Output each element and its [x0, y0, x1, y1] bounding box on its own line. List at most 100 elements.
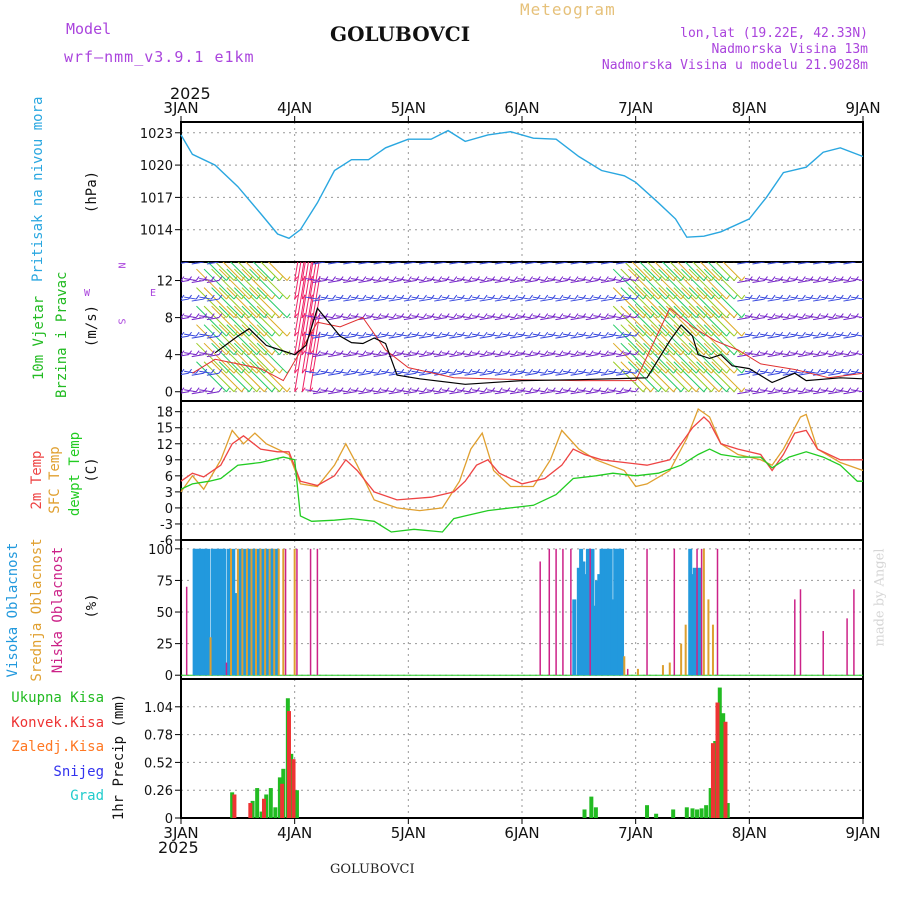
- wind-arrow-head: [195, 350, 200, 355]
- wind-arrow-head: [809, 276, 814, 281]
- wind-arrow-head: [226, 331, 230, 337]
- wind-arrow-head: [233, 350, 238, 355]
- wind-arrow: [184, 370, 197, 374]
- wind-arrow: [381, 389, 394, 393]
- wind-arrow: [608, 315, 621, 319]
- wind-arrow: [381, 370, 394, 374]
- wind-arrow-head: [809, 313, 814, 318]
- wind-arrow: [850, 370, 863, 374]
- wind-arrow: [373, 298, 386, 302]
- conv-precip-bar: [261, 798, 266, 818]
- wind-arrow: [502, 370, 515, 374]
- wind-arrow-head: [430, 331, 435, 337]
- wind-arrow: [411, 333, 424, 337]
- wind-arrow-head: [483, 276, 488, 281]
- wind-arrow: [278, 262, 280, 263]
- wind-arrow-head: [354, 387, 359, 393]
- wind-arrow-head: [316, 387, 321, 393]
- wind-arrow: [688, 262, 689, 263]
- high-cloud-bar: [260, 548, 265, 676]
- wind-arrow: [547, 278, 560, 282]
- wind-arrow-head: [794, 276, 799, 281]
- wind-arrow: [509, 354, 523, 358]
- wind-arrow: [620, 287, 652, 318]
- wind-arrow: [271, 262, 272, 263]
- wind-arrow-head: [339, 368, 344, 374]
- wind-arrow-head: [453, 350, 458, 355]
- wind-arrow: [828, 262, 841, 265]
- wind-arrow-head: [824, 387, 829, 393]
- wind-arrow: [813, 262, 826, 265]
- wind-arrow: [744, 352, 757, 356]
- wind-arrow-head: [460, 276, 465, 281]
- wind-arrow-head: [673, 387, 677, 393]
- wind-arrow: [203, 342, 235, 374]
- wind-arrow: [218, 305, 250, 337]
- wind-arrow: [343, 317, 356, 321]
- wind-arrow-head: [438, 350, 443, 355]
- wind-arrow-head: [733, 294, 738, 300]
- wind-arrow-head: [529, 331, 533, 337]
- wind-arrow: [673, 324, 705, 356]
- wind-arrow: [631, 262, 652, 281]
- wind-arrow: [570, 391, 583, 395]
- wind-arrow: [388, 280, 401, 284]
- wind-arrow-head: [695, 387, 700, 393]
- wind-arrow-head: [711, 276, 715, 281]
- y-tick-label: 0.78: [144, 729, 173, 744]
- wind-arrow-head: [498, 350, 503, 355]
- wind-arrow-head: [445, 331, 450, 337]
- mid-cloud-bar: [702, 548, 705, 676]
- wind-arrow: [449, 298, 462, 302]
- conv-precip-bar: [710, 743, 715, 818]
- x-tick-label-bottom: 7JAN: [618, 824, 653, 842]
- wind-arrow: [218, 268, 250, 300]
- low-cloud-bar: [555, 548, 557, 676]
- wind-arrow-head: [362, 387, 367, 393]
- wind-arrow-head: [263, 276, 268, 281]
- wind-arrow-head: [226, 294, 230, 300]
- wind-arrow-head: [218, 313, 223, 318]
- wind-arrow-head: [423, 350, 427, 355]
- y-tick-label: 1023: [140, 127, 173, 142]
- x-tick-label-top: 7JAN: [618, 99, 653, 117]
- low-cloud-bar: [646, 548, 648, 676]
- wind-arrow-head: [665, 313, 670, 318]
- wind-arrow-head: [491, 387, 496, 393]
- wind-arrow: [744, 315, 757, 319]
- wind-arrow: [256, 262, 257, 263]
- wind-arrow: [547, 315, 560, 319]
- wind-arrow: [775, 333, 788, 337]
- wind-arrow-head: [529, 294, 533, 300]
- wind-arrow-head: [226, 276, 230, 281]
- wind-arrow-head: [491, 331, 496, 337]
- wind-arrow-head: [832, 331, 837, 337]
- total-precip-bar: [277, 777, 282, 818]
- wind-arrow: [418, 317, 432, 321]
- wind-arrow-head: [445, 350, 450, 355]
- wind-arrow: [434, 262, 447, 265]
- wind-arrow-head: [498, 331, 503, 337]
- wind-arrow: [211, 342, 242, 374]
- wind-arrow-head: [271, 368, 276, 374]
- wind-arrow: [828, 391, 841, 395]
- wind-arrow-head: [718, 368, 723, 374]
- wind-arrow: [301, 262, 313, 318]
- wind-arrow-head: [627, 313, 632, 318]
- high-cloud-bar: [608, 548, 613, 676]
- wind-arrow: [775, 278, 788, 282]
- wind-arrow: [628, 361, 659, 393]
- wind-arrow-head: [764, 387, 768, 393]
- wind-speed-line: [214, 307, 864, 385]
- wind-arrow-head: [779, 331, 784, 337]
- high-cloud-bar: [192, 548, 197, 676]
- wind-arrow: [665, 342, 697, 374]
- wind-arrow: [562, 278, 576, 282]
- wind-arrow: [673, 287, 705, 318]
- wind-arrow-head: [286, 313, 291, 318]
- wind-arrow: [335, 278, 348, 282]
- wind-arrow: [612, 268, 644, 300]
- wind-arrow: [328, 262, 341, 265]
- wind-arrow: [775, 370, 788, 374]
- high-cloud-bar: [231, 548, 236, 676]
